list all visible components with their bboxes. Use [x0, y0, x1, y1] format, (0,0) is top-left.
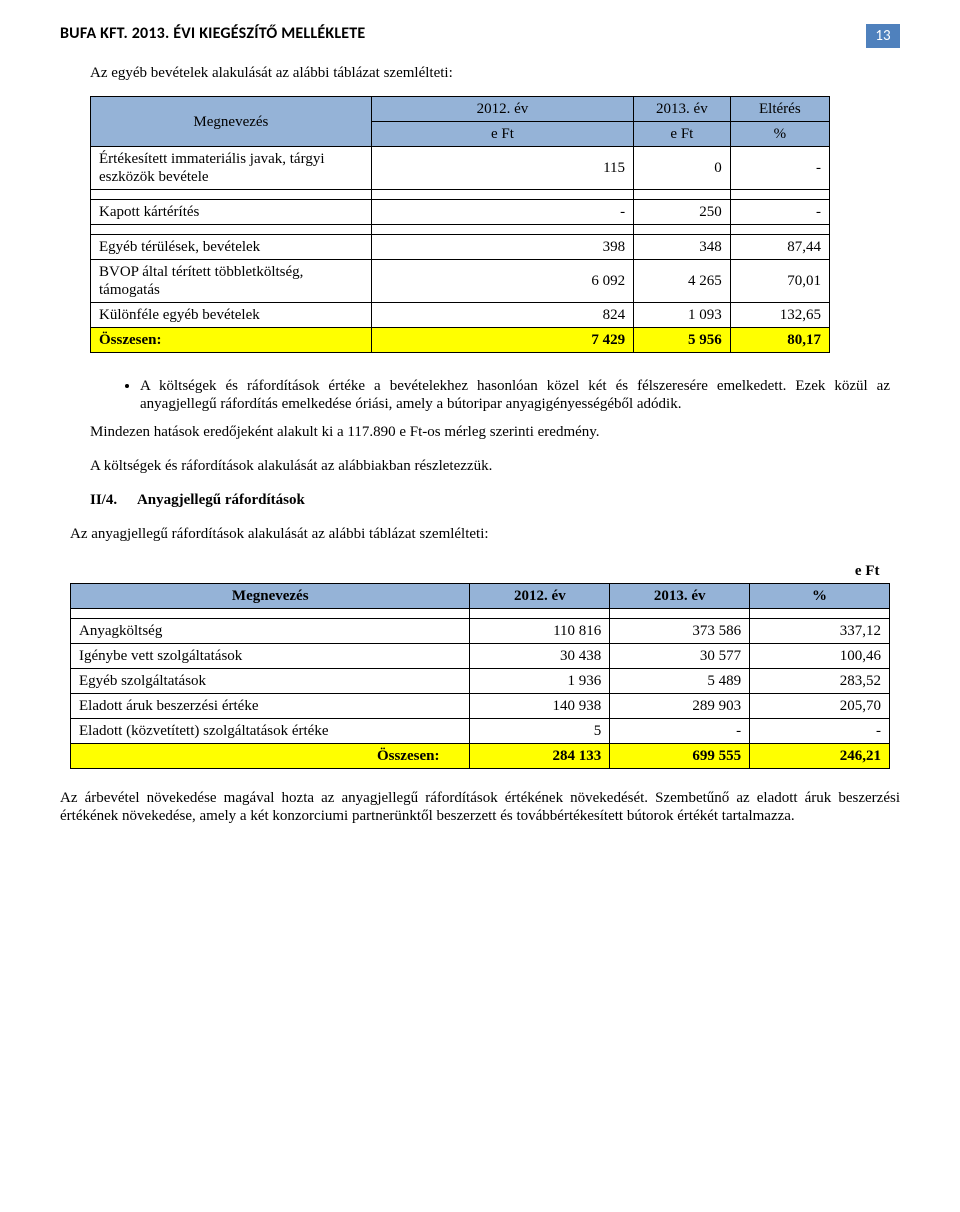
- table-row: Igénybe vett szolgáltatások 30 438 30 57…: [71, 644, 890, 669]
- paragraph-detail-intro: A költségek és ráfordítások alakulását a…: [90, 457, 870, 475]
- table-row: Különféle egyéb bevételek 824 1 093 132,…: [91, 303, 830, 328]
- table-row: Eladott (közvetített) szolgáltatások ért…: [71, 719, 890, 744]
- section-title: Anyagjellegű ráfordítások: [137, 492, 305, 508]
- t1-head-unit-1: e Ft: [371, 122, 633, 147]
- intro-text-1: Az egyéb bevételek alakulását az alábbi …: [90, 64, 900, 82]
- t2-unit: e Ft: [71, 559, 890, 584]
- section-heading: II/4. Anyagjellegű ráfordítások: [90, 491, 870, 509]
- section-number: II/4.: [90, 491, 134, 509]
- table-material-costs: e Ft Megnevezés 2012. év 2013. év % Anya…: [70, 559, 890, 769]
- table-row: BVOP által térített többletköltség, támo…: [91, 260, 830, 303]
- table-row: Értékesített immateriális javak, tárgyi …: [91, 147, 830, 190]
- t2-head-name: Megnevezés: [71, 584, 470, 609]
- t2-head-pct: %: [750, 584, 890, 609]
- page-number-badge: 13: [866, 24, 900, 48]
- table-sum-row: Összesen: 7 429 5 956 80,17: [91, 328, 830, 353]
- table-row: Anyagköltség 110 816 373 586 337,12: [71, 619, 890, 644]
- t1-head-diff: Eltérés: [730, 97, 829, 122]
- t2-head-2013: 2013. év: [610, 584, 750, 609]
- t1-head-2013: 2013. év: [634, 97, 731, 122]
- t1-head-name: Megnevezés: [91, 97, 372, 147]
- table-row: Egyéb térülések, bevételek 398 348 87,44: [91, 235, 830, 260]
- page-header: BUFA KFT. 2013. ÉVI KIEGÉSZÍTŐ MELLÉKLET…: [60, 24, 900, 48]
- bullet-list: A költségek és ráfordítások értéke a bev…: [140, 377, 900, 413]
- t1-head-2012: 2012. év: [371, 97, 633, 122]
- t1-head-unit-2: e Ft: [634, 122, 731, 147]
- t2-head-2012: 2012. év: [470, 584, 610, 609]
- table-row: Eladott áruk beszerzési értéke 140 938 2…: [71, 694, 890, 719]
- doc-title: BUFA KFT. 2013. ÉVI KIEGÉSZÍTŐ MELLÉKLET…: [60, 24, 866, 43]
- table-row: Egyéb szolgáltatások 1 936 5 489 283,52: [71, 669, 890, 694]
- list-item: A költségek és ráfordítások értéke a bev…: [140, 377, 900, 413]
- table-row: Kapott kártérítés - 250 -: [91, 200, 830, 225]
- table-other-revenues: Megnevezés 2012. év 2013. év Eltérés e F…: [90, 96, 830, 353]
- intro-text-2: Az anyagjellegű ráfordítások alakulását …: [70, 525, 900, 543]
- table-sum-row: Összesen: 284 133 699 555 246,21: [71, 744, 890, 769]
- closing-paragraph: Az árbevétel növekedése magával hozta az…: [60, 789, 900, 825]
- paragraph-result: Mindezen hatások eredőjeként alakult ki …: [90, 423, 870, 441]
- t1-head-unit-3: %: [730, 122, 829, 147]
